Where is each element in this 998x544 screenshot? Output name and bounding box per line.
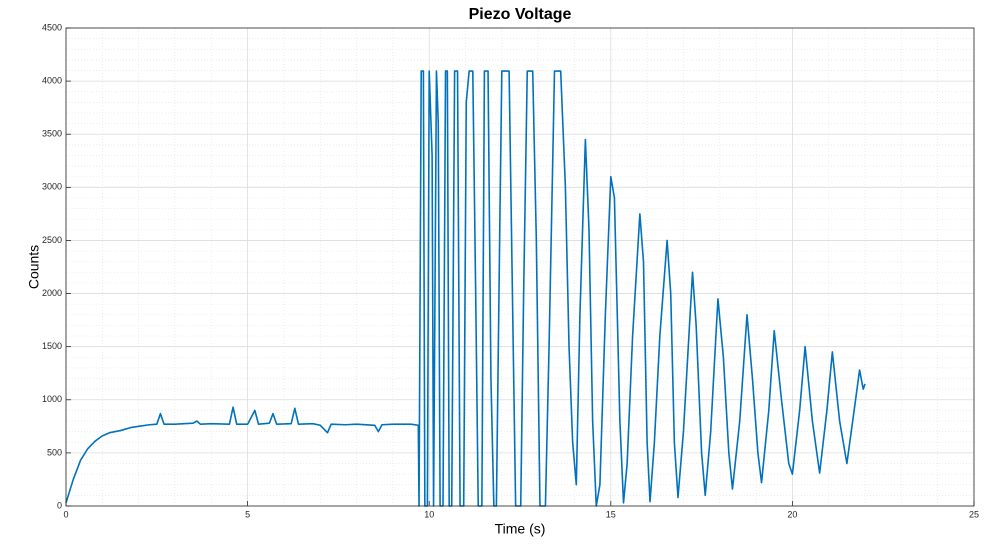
y-tick-label: 0	[57, 500, 62, 510]
plot-area	[66, 28, 974, 506]
y-tick-label: 1500	[42, 341, 62, 351]
x-axis-label: Time (s)	[495, 521, 546, 537]
y-tick-label: 3000	[42, 182, 62, 192]
x-tick-label: 10	[424, 509, 434, 519]
x-tick-label: 20	[787, 509, 797, 519]
x-tick-label: 0	[63, 509, 68, 519]
y-tick-label: 1000	[42, 394, 62, 404]
data-line	[65, 70, 866, 507]
y-tick-label: 3500	[42, 129, 62, 139]
marks	[65, 70, 866, 507]
axes-box	[65, 27, 975, 507]
y-tick-label: 500	[47, 447, 62, 457]
y-tick-label: 4500	[42, 22, 62, 32]
x-tick-label: 15	[606, 509, 616, 519]
chart-title: Piezo Voltage	[469, 6, 572, 23]
y-tick-label: 4000	[42, 75, 62, 85]
y-tick-label: 2500	[42, 235, 62, 245]
x-tick-label: 5	[245, 509, 250, 519]
y-axis-label: Counts	[26, 245, 42, 289]
x-tick-label: 25	[969, 509, 979, 519]
y-tick-label: 2000	[42, 288, 62, 298]
